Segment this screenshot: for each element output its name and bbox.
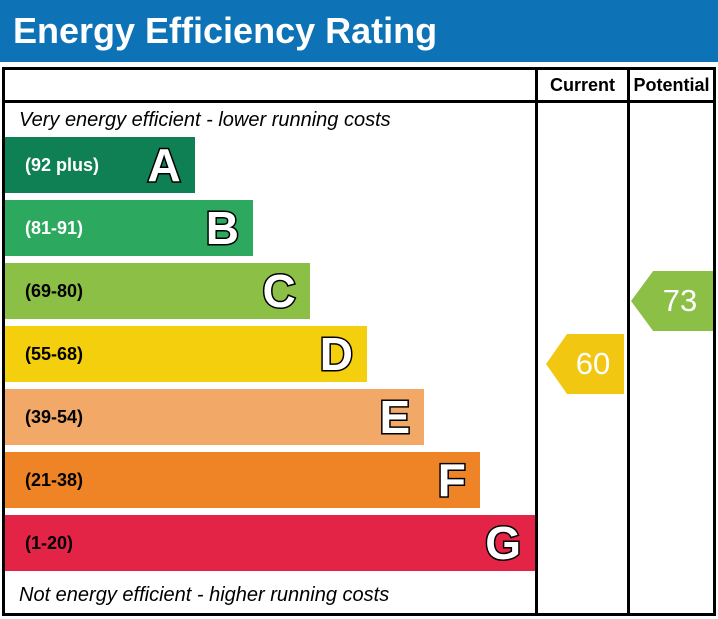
band-column: Very energy efficient - lower running co… xyxy=(5,103,535,613)
band-b-bar: (81-91) B xyxy=(5,200,254,256)
potential-column: 73 xyxy=(627,103,713,613)
band-row-a: (92 plus) A xyxy=(5,137,535,200)
band-g-bar: (1-20) G xyxy=(5,515,535,571)
band-b-range: (81-91) xyxy=(25,217,84,238)
band-d-range: (55-68) xyxy=(25,343,84,364)
band-e-bar: (39-54) E xyxy=(5,389,425,445)
title-bar: Energy Efficiency Rating xyxy=(0,0,718,62)
band-f-letter: F xyxy=(436,454,467,506)
band-f-bar: (21-38) F xyxy=(5,452,480,508)
band-d-bar: (55-68) D xyxy=(5,326,367,382)
band-e-range: (39-54) xyxy=(25,406,84,427)
band-row-g: (1-20) G xyxy=(5,515,535,578)
potential-rating-arrow: 73 xyxy=(631,271,713,331)
band-row-c: (69-80) C xyxy=(5,263,535,326)
band-a-bar: (92 plus) A xyxy=(5,137,195,193)
band-row-e: (39-54) E xyxy=(5,389,535,452)
band-f-range: (21-38) xyxy=(25,469,84,490)
band-row-d: (55-68) D xyxy=(5,326,535,389)
potential-column-header: Potential xyxy=(627,70,713,103)
potential-rating-value: 73 xyxy=(662,283,698,318)
band-c-letter: C xyxy=(261,265,297,317)
current-column: 60 xyxy=(535,103,627,613)
band-d-letter: D xyxy=(318,328,354,380)
band-row-f: (21-38) F xyxy=(5,452,535,515)
page-title: Energy Efficiency Rating xyxy=(13,10,438,51)
current-column-header: Current xyxy=(535,70,627,103)
epc-rating-table: Current Potential Very energy efficient … xyxy=(2,67,716,616)
band-c-range: (69-80) xyxy=(25,280,84,301)
header-spacer-cell xyxy=(5,70,535,103)
band-a-range: (92 plus) xyxy=(25,154,100,175)
band-c-bar: (69-80) C xyxy=(5,263,310,319)
band-e-letter: E xyxy=(378,391,412,443)
band-g-letter: G xyxy=(484,517,523,569)
band-g-range: (1-20) xyxy=(25,532,74,553)
band-b-letter: B xyxy=(204,202,240,254)
top-caption: Very energy efficient - lower running co… xyxy=(19,108,391,131)
band-a-letter: A xyxy=(146,139,182,191)
band-row-b: (81-91) B xyxy=(5,200,535,263)
bottom-caption: Not energy efficient - higher running co… xyxy=(19,584,390,606)
current-rating-value: 60 xyxy=(575,346,611,381)
current-rating-arrow: 60 xyxy=(546,334,624,394)
